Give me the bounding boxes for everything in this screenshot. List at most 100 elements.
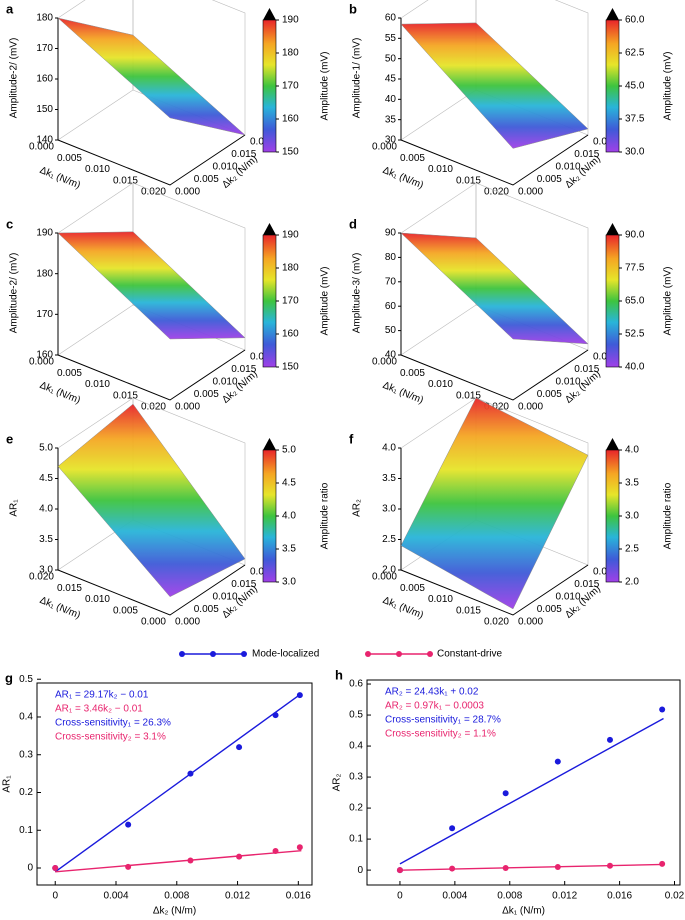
z-tick-label: 160 (36, 74, 53, 85)
floor (400, 564, 589, 616)
x-tick-label: 0.005 (400, 583, 425, 594)
data-point (606, 862, 613, 869)
z-tick-label: 3.0 (39, 565, 53, 576)
y-tick-label: 0.000 (175, 402, 200, 413)
colorbar-tick-label: 77.5 (625, 263, 645, 274)
annotation: AR₂ = 0.97k₁ − 0.0003 (385, 701, 484, 712)
y-tick-label: 0.015 (574, 149, 599, 160)
x-tick-label: 0.015 (456, 605, 481, 616)
y-tick-label: 0.005 (194, 604, 219, 615)
data-point (125, 863, 132, 870)
y-tick-label: 0.010 (556, 162, 581, 173)
colorbar-tick-label: 30.0 (625, 147, 645, 158)
y-tick-label: 0.000 (518, 617, 543, 628)
z-tick-label: 190 (36, 228, 53, 239)
y-tick-label: 0.1 (19, 825, 33, 836)
data-point (236, 744, 243, 751)
x-tick-label: 0.000 (372, 572, 397, 583)
colorbar (605, 19, 620, 153)
z-tick-label: 60 (385, 13, 397, 24)
fit-line (54, 693, 302, 873)
colorbar (262, 19, 277, 153)
floor (400, 134, 589, 186)
x-tick-label: 0.020 (141, 402, 166, 413)
x-tick-label: 0.015 (456, 175, 481, 186)
z-tick-label: 170 (36, 309, 53, 320)
y-tick-label: 0.3 (19, 749, 33, 760)
y-tick-label: 0.3 (349, 772, 363, 783)
colorbar-tick-label: 3.5 (282, 544, 296, 555)
z-tick-label: 70 (385, 276, 397, 287)
colorbar-tick-label: 40.0 (625, 362, 645, 373)
colorbar (262, 234, 277, 368)
colorbar-tick-label: 150 (282, 362, 299, 373)
surface (57, 17, 246, 136)
y-tick-label: 0.4 (349, 741, 363, 752)
x-tick-label: 0.015 (113, 175, 138, 186)
panel-3d: f2.02.53.03.54.00.0000.0050.0100.0150.02… (349, 397, 674, 628)
colorbar-tick-label: 37.5 (625, 114, 645, 125)
annotation: AR₁ = 3.46k₂ − 0.01 (55, 704, 143, 715)
data-point (272, 848, 279, 855)
z-axis-label: Amplitude-2/ (mV) (9, 253, 20, 334)
colorbar (262, 449, 277, 583)
z-tick-label: 30 (385, 135, 397, 146)
x-tick-label: 0.010 (428, 594, 453, 605)
z-tick-label: 170 (36, 43, 53, 54)
y-tick-label: 0.010 (213, 592, 238, 603)
x-axis-label: Δk₁ (N/m) (381, 165, 425, 191)
colorbar-tick-label: 3.0 (282, 577, 296, 588)
x-tick-label: 0.010 (85, 379, 110, 390)
colorbar-arrow (606, 223, 619, 235)
colorbar-label: Amplitude (mV) (663, 52, 674, 121)
y-tick-label: 0.000 (518, 402, 543, 413)
y-tick-label: 0.005 (194, 389, 219, 400)
z-tick-label: 3.0 (382, 504, 396, 515)
data-point (187, 770, 194, 777)
panel-letter: e (6, 431, 13, 446)
panel-letter: d (349, 216, 357, 231)
x-tick-label: 0.008 (164, 891, 189, 902)
y-tick-label: 0.2 (349, 803, 363, 814)
y-tick-label: 0.010 (556, 592, 581, 603)
annotation: Cross-sensitivity₁ = 26.3% (55, 718, 171, 729)
x-tick-label: 0.000 (372, 357, 397, 368)
colorbar-tick-label: 2.0 (625, 577, 639, 588)
colorbar-tick-label: 170 (282, 296, 299, 307)
colorbar-tick-label: 65.0 (625, 296, 645, 307)
annotation: Cross-sensitivity₂ = 1.1% (385, 729, 496, 740)
z-tick-label: 40 (385, 350, 397, 361)
surface (400, 22, 589, 149)
colorbar-tick-label: 160 (282, 114, 299, 125)
z-tick-label: 55 (385, 33, 397, 44)
colorbar-tick-label: 52.5 (625, 329, 645, 340)
colorbar-tick-label: 4.0 (282, 511, 296, 522)
z-tick-label: 4.5 (39, 473, 53, 484)
x-tick-label: 0.02 (665, 891, 685, 902)
z-axis-label: Amplitude-2/ (mV) (9, 38, 20, 119)
z-tick-label: 50 (385, 53, 397, 64)
floor (57, 134, 246, 186)
x-tick-label: 0.005 (57, 368, 82, 379)
y-tick-label: 0.000 (175, 187, 200, 198)
y-tick-label: 0.010 (556, 377, 581, 388)
fit-line (399, 717, 664, 865)
z-tick-label: 3.5 (382, 473, 396, 484)
panel-3d: e3.03.54.04.55.00.0200.0150.0100.0050.00… (6, 397, 331, 628)
data-point (296, 692, 303, 699)
z-tick-label: 35 (385, 114, 397, 125)
colorbar-tick-label: 62.5 (625, 48, 645, 59)
x-tick-label: 0.020 (484, 402, 509, 413)
x-tick-label: 0.005 (113, 605, 138, 616)
y-tick-label: 0.005 (537, 604, 562, 615)
x-tick-label: 0.020 (484, 187, 509, 198)
data-point (554, 758, 561, 765)
colorbar-tick-label: 190 (282, 230, 299, 241)
legend-label: Mode-localized (252, 649, 319, 660)
x-axis-label: Δk₂ (N/m) (153, 906, 196, 917)
legend-label: Constant-drive (437, 649, 502, 660)
y-tick-label: 0 (27, 863, 33, 874)
x-tick-label: 0.016 (286, 891, 311, 902)
data-point (554, 864, 561, 871)
x-axis-label: Δk₁ (N/m) (38, 165, 82, 191)
